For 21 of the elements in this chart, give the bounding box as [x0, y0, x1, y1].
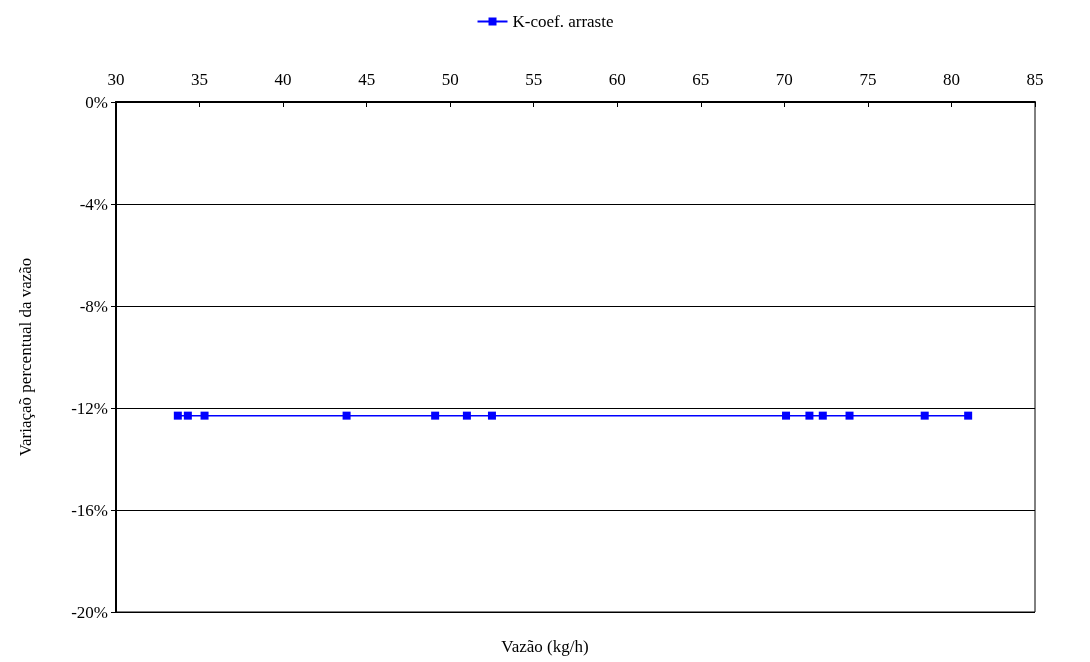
x-axis-title: Vazão (kg/h): [501, 637, 589, 656]
x-tick-label: 65: [692, 70, 710, 89]
legend-label: K-coef. arraste: [512, 12, 614, 31]
y-tick-label: -8%: [79, 296, 108, 316]
x-tick-label: 45: [358, 70, 376, 89]
x-tick-label: 70: [775, 70, 793, 89]
x-tick-label: 55: [525, 70, 543, 89]
y-tick-label: -20%: [71, 602, 108, 622]
x-tick-label: 75: [859, 70, 877, 89]
x-tick-label: 85: [1026, 70, 1044, 89]
x-tick-label: 60: [608, 70, 626, 89]
y-tick-label: -16%: [71, 500, 108, 520]
x-tick-label: 35: [191, 70, 209, 89]
y-tick-label: -12%: [71, 398, 108, 418]
y-tick-label: -4%: [79, 194, 108, 214]
x-tick-label: 30: [107, 70, 125, 89]
y-tick-label: 0%: [85, 92, 108, 112]
x-tick-label: 80: [942, 70, 960, 89]
y-axis-title: Variaçaõ percentual da vazão: [16, 257, 35, 457]
x-tick-label: 40: [274, 70, 292, 89]
x-tick-label: 50: [441, 70, 459, 89]
